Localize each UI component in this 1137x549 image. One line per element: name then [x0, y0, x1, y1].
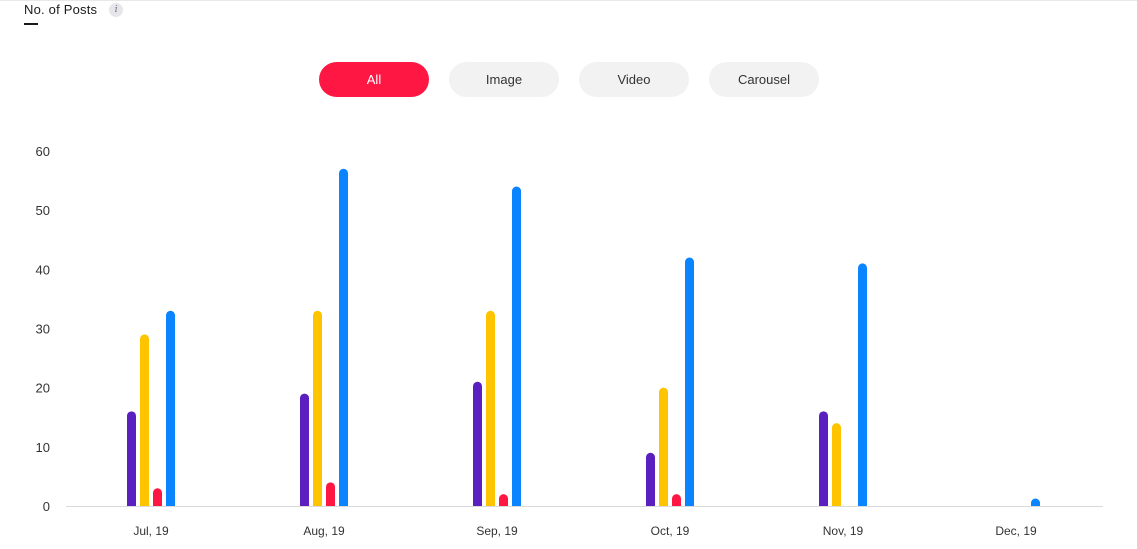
- y-tick-label: 50: [36, 203, 50, 218]
- post-type-filter: All Image Video Carousel: [319, 62, 819, 97]
- bar-series-2-3[interactable]: [659, 387, 668, 506]
- y-tick-label: 10: [36, 440, 50, 455]
- y-tick-label: 0: [43, 499, 50, 514]
- chart-header: No. of Posts i: [24, 2, 124, 17]
- y-tick-label: 40: [36, 262, 50, 277]
- top-divider: [0, 0, 1137, 1]
- filter-all-button[interactable]: All: [319, 62, 429, 97]
- x-category-label: Dec, 19: [995, 524, 1037, 538]
- x-category-label: Sep, 19: [476, 524, 518, 538]
- bar-series-2-2[interactable]: [486, 310, 495, 506]
- bar-series-1-4[interactable]: [819, 411, 828, 506]
- bar-series-3-0[interactable]: [153, 488, 162, 506]
- bar-series-3-3[interactable]: [672, 494, 681, 506]
- bar-series-4-1[interactable]: [339, 168, 348, 506]
- bar-series-3-1[interactable]: [326, 482, 335, 506]
- bar-series-3-2[interactable]: [499, 494, 508, 506]
- bar-series-4-0[interactable]: [166, 310, 175, 506]
- info-icon[interactable]: i: [109, 3, 124, 17]
- bar-series-1-1[interactable]: [300, 393, 309, 506]
- filter-image-button[interactable]: Image: [449, 62, 559, 97]
- bar-series-4-4[interactable]: [858, 263, 867, 506]
- y-tick-label: 30: [36, 322, 50, 337]
- bar-series-2-4[interactable]: [832, 423, 841, 506]
- filter-video-button[interactable]: Video: [579, 62, 689, 97]
- x-category-label: Oct, 19: [651, 524, 690, 538]
- title-underline: [24, 23, 38, 25]
- x-category-label: Aug, 19: [303, 524, 345, 538]
- filter-carousel-button[interactable]: Carousel: [709, 62, 819, 97]
- x-category-label: Jul, 19: [133, 524, 169, 538]
- bar-series-1-2[interactable]: [473, 381, 482, 506]
- chart-title: No. of Posts: [24, 2, 98, 17]
- bar-series-2-0[interactable]: [140, 334, 149, 506]
- bar-series-2-1[interactable]: [313, 310, 322, 506]
- bar-series-4-2[interactable]: [512, 186, 521, 507]
- y-tick-label: 60: [36, 144, 50, 159]
- bar-series-4-5[interactable]: [1031, 498, 1040, 506]
- bar-series-1-0[interactable]: [127, 411, 136, 506]
- bar-series-4-3[interactable]: [685, 257, 694, 507]
- y-tick-label: 20: [36, 381, 50, 396]
- bar-series-1-3[interactable]: [646, 452, 655, 506]
- x-category-label: Nov, 19: [823, 524, 864, 538]
